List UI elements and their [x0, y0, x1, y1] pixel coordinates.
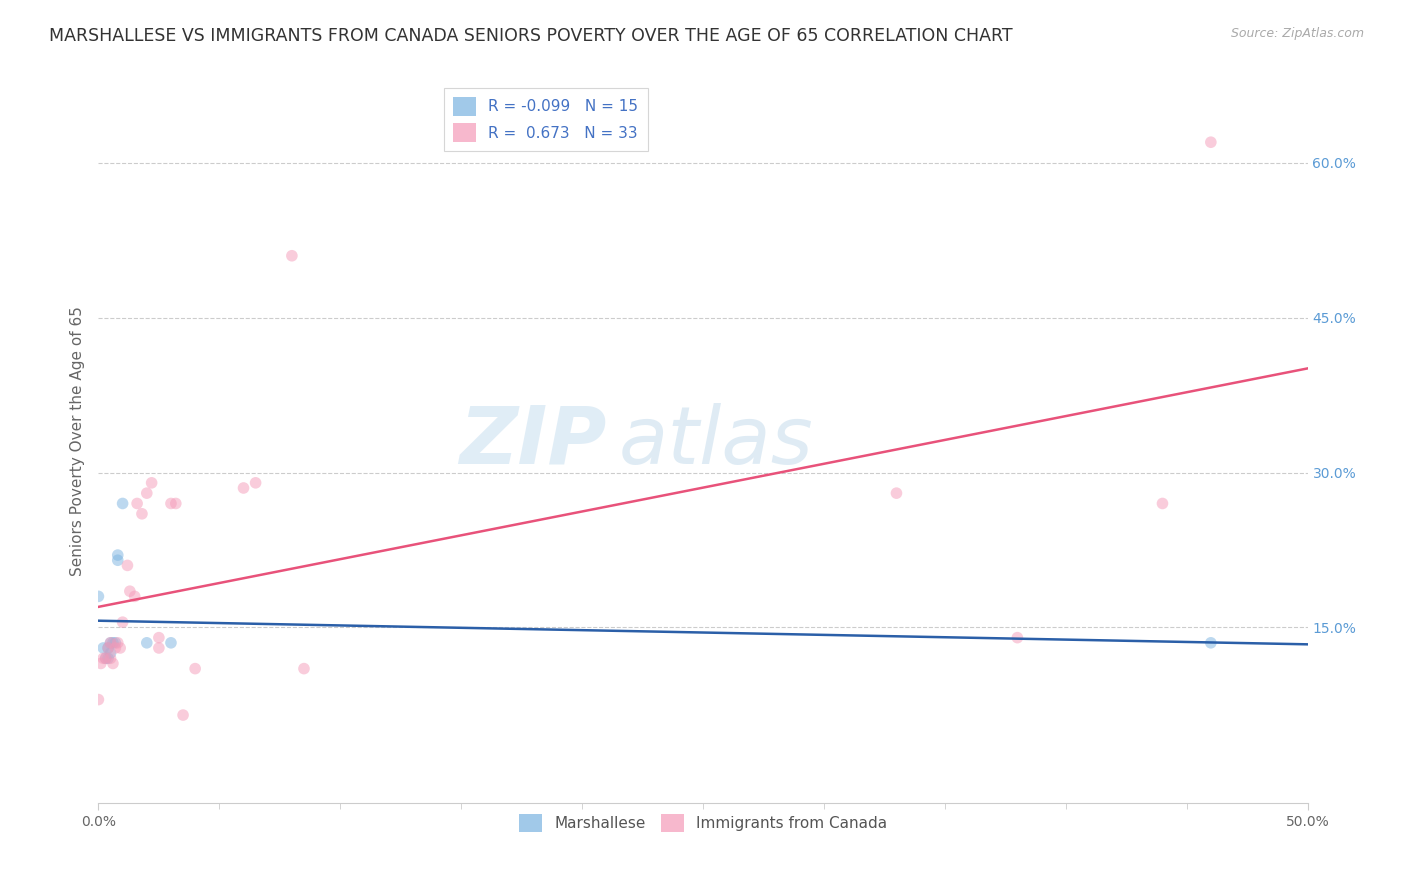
- Point: [1199, 636, 1222, 650]
- Point: [160, 636, 183, 650]
- Point: [87, 692, 110, 706]
- Legend: Marshallese, Immigrants from Canada: Marshallese, Immigrants from Canada: [513, 807, 893, 838]
- Point: [101, 636, 124, 650]
- Y-axis label: Seniors Poverty Over the Age of 65: Seniors Poverty Over the Age of 65: [69, 307, 84, 576]
- Point: [97, 651, 120, 665]
- Text: ZIP: ZIP: [458, 402, 606, 481]
- Point: [111, 496, 134, 510]
- Point: [100, 651, 122, 665]
- Text: Source: ZipAtlas.com: Source: ZipAtlas.com: [1230, 27, 1364, 40]
- Point: [118, 584, 141, 599]
- Point: [148, 640, 170, 655]
- Point: [141, 475, 163, 490]
- Point: [1007, 631, 1029, 645]
- Point: [886, 486, 908, 500]
- Point: [100, 646, 122, 660]
- Point: [172, 708, 194, 723]
- Point: [184, 662, 207, 676]
- Point: [160, 496, 183, 510]
- Text: MARSHALLESE VS IMMIGRANTS FROM CANADA SENIORS POVERTY OVER THE AGE OF 65 CORRELA: MARSHALLESE VS IMMIGRANTS FROM CANADA SE…: [49, 27, 1012, 45]
- Point: [97, 640, 120, 655]
- Point: [87, 590, 110, 604]
- Point: [91, 640, 114, 655]
- Point: [135, 636, 157, 650]
- Point: [107, 548, 129, 562]
- Point: [100, 636, 122, 650]
- Point: [104, 636, 127, 650]
- Point: [111, 615, 134, 630]
- Point: [117, 558, 139, 573]
- Point: [107, 553, 129, 567]
- Point: [107, 636, 129, 650]
- Point: [100, 636, 122, 650]
- Point: [94, 651, 117, 665]
- Point: [281, 249, 304, 263]
- Point: [148, 631, 170, 645]
- Point: [245, 475, 267, 490]
- Point: [108, 640, 131, 655]
- Point: [104, 640, 127, 655]
- Text: atlas: atlas: [619, 402, 813, 481]
- Point: [165, 496, 187, 510]
- Point: [232, 481, 254, 495]
- Point: [292, 662, 315, 676]
- Point: [127, 496, 149, 510]
- Point: [124, 590, 146, 604]
- Point: [97, 640, 120, 655]
- Point: [90, 657, 112, 671]
- Point: [131, 507, 153, 521]
- Point: [91, 651, 114, 665]
- Point: [94, 651, 117, 665]
- Point: [135, 486, 157, 500]
- Point: [101, 657, 124, 671]
- Point: [1152, 496, 1174, 510]
- Point: [1199, 135, 1222, 149]
